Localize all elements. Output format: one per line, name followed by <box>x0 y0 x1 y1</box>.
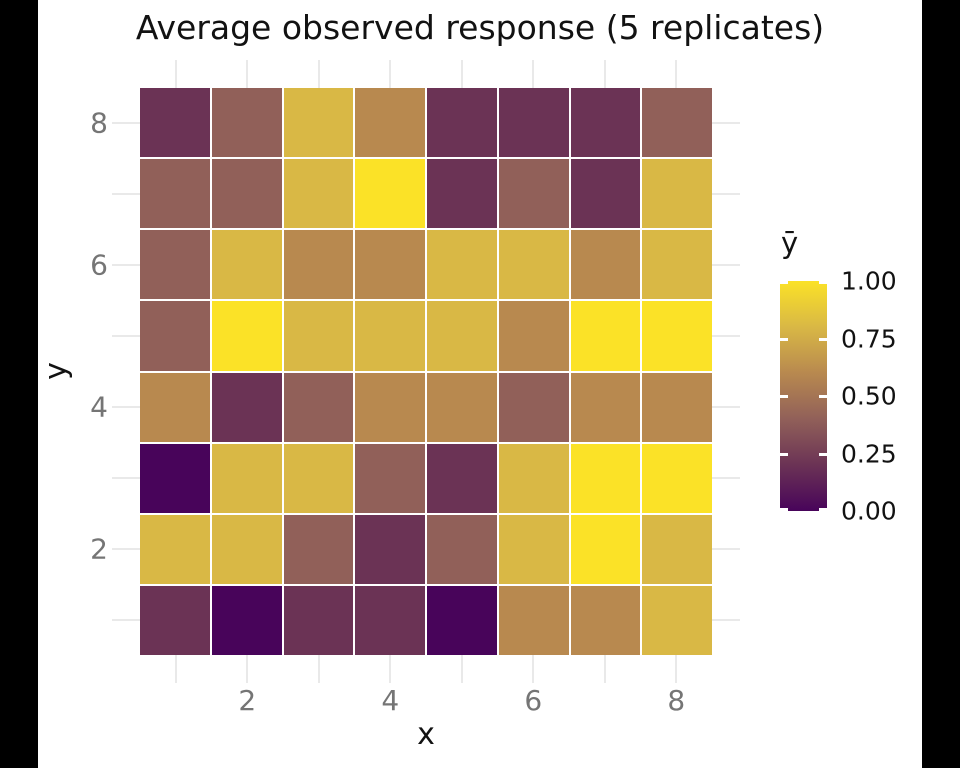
heatmap-cell <box>498 514 569 584</box>
heatmap-cell <box>642 372 712 442</box>
heatmap-cell <box>140 159 210 229</box>
heatmap-cell <box>355 514 425 584</box>
heatmap-cell <box>140 230 210 300</box>
heatmap-cell <box>498 230 569 300</box>
legend-title: ȳ <box>781 226 799 260</box>
heatmap-cell <box>355 88 425 158</box>
heatmap-cell <box>283 88 354 158</box>
y-tick-label: 2 <box>90 532 108 566</box>
heatmap-cell <box>570 230 641 300</box>
letterbox-right <box>922 0 960 768</box>
heatmap-cell <box>570 585 641 655</box>
heatmap-cell <box>211 88 282 158</box>
heatmap-cell <box>355 372 425 442</box>
legend-tick-notch <box>819 508 827 511</box>
legend-tick-notch <box>780 281 788 284</box>
heatmap-cell <box>211 301 282 371</box>
heatmap-cell <box>355 301 425 371</box>
heatmap-cell <box>570 301 641 371</box>
y-tick-label: 8 <box>90 106 108 140</box>
plot-title: Average observed response (5 replicates) <box>135 8 825 47</box>
heatmap-cell <box>498 443 569 513</box>
heatmap-cell <box>427 443 497 513</box>
x-axis-title: x <box>417 717 435 752</box>
heatmap-cell <box>570 159 641 229</box>
heatmap-cell <box>283 159 354 229</box>
heatmap-cell <box>570 443 641 513</box>
heatmap-cell <box>283 443 354 513</box>
heatmap-cell <box>140 514 210 584</box>
legend-tick-notch <box>819 337 827 341</box>
heatmap-cell <box>140 443 210 513</box>
x-tick-label: 8 <box>667 684 686 717</box>
legend-tick-label: 1.00 <box>841 266 897 296</box>
heatmap-cell <box>211 514 282 584</box>
legend-tick-label: 0.25 <box>841 439 897 468</box>
heatmap-cell <box>140 301 210 371</box>
heatmap-cell <box>570 88 641 158</box>
x-tick-label: 4 <box>381 684 400 717</box>
y-tick-label: 6 <box>90 248 108 282</box>
heatmap-cell <box>642 585 712 655</box>
heatmap-cell <box>211 443 282 513</box>
heatmap-cell <box>140 585 210 655</box>
legend-tick-notch <box>819 395 827 398</box>
legend-tick-label: 0.50 <box>841 381 897 411</box>
heatmap-cell <box>642 514 712 584</box>
heatmap-cell <box>642 159 712 229</box>
heatmap-cell <box>283 301 354 371</box>
heatmap-cell <box>283 230 354 300</box>
y-tick-label: 4 <box>90 390 108 424</box>
legend-tick-notch <box>819 452 827 456</box>
letterbox-left <box>0 0 38 768</box>
heatmap-cell <box>498 585 569 655</box>
heatmap-cell <box>211 230 282 300</box>
heatmap-cell <box>642 301 712 371</box>
heatmap-cell <box>355 443 425 513</box>
heatmap-cell <box>427 88 497 158</box>
x-tick-label: 6 <box>524 684 543 717</box>
heatmap-cell <box>211 372 282 442</box>
legend-tick-notch <box>780 337 788 341</box>
heatmap-cell <box>427 230 497 300</box>
legend-tick-notch <box>780 452 788 456</box>
legend-tick-label: 0.75 <box>841 324 897 353</box>
heatmap-grid <box>140 88 712 655</box>
heatmap-cell <box>498 372 569 442</box>
heatmap-cell <box>570 372 641 442</box>
heatmap-cell <box>642 88 712 158</box>
heatmap-cell <box>283 372 354 442</box>
heatmap-cell <box>427 372 497 442</box>
heatmap-cell <box>498 301 569 371</box>
legend-tick-notch <box>780 508 788 511</box>
heatmap-cell <box>140 372 210 442</box>
legend-tick-notch <box>780 395 788 398</box>
heatmap-cell <box>355 159 425 229</box>
heatmap-cell <box>211 585 282 655</box>
heatmap-cell <box>211 159 282 229</box>
heatmap-cell <box>570 514 641 584</box>
heatmap-cell <box>427 301 497 371</box>
heatmap-cell <box>642 443 712 513</box>
heatmap-cell <box>498 159 569 229</box>
heatmap-cell <box>498 88 569 158</box>
heatmap-cell <box>427 585 497 655</box>
heatmap-cell <box>355 585 425 655</box>
y-axis-title: y <box>38 362 74 380</box>
heatmap-cell <box>283 585 354 655</box>
heatmap-cell <box>427 514 497 584</box>
heatmap-cell <box>427 159 497 229</box>
heatmap-cell <box>140 88 210 158</box>
heatmap-cell <box>355 230 425 300</box>
plot-canvas: Average observed response (5 replicates)… <box>38 0 922 768</box>
heatmap-cell <box>642 230 712 300</box>
legend-tick-notch <box>819 281 827 284</box>
legend-colorbar <box>780 281 827 511</box>
heatmap-cell <box>283 514 354 584</box>
legend-tick-label: 0.00 <box>841 496 897 526</box>
x-tick-label: 2 <box>238 684 257 717</box>
